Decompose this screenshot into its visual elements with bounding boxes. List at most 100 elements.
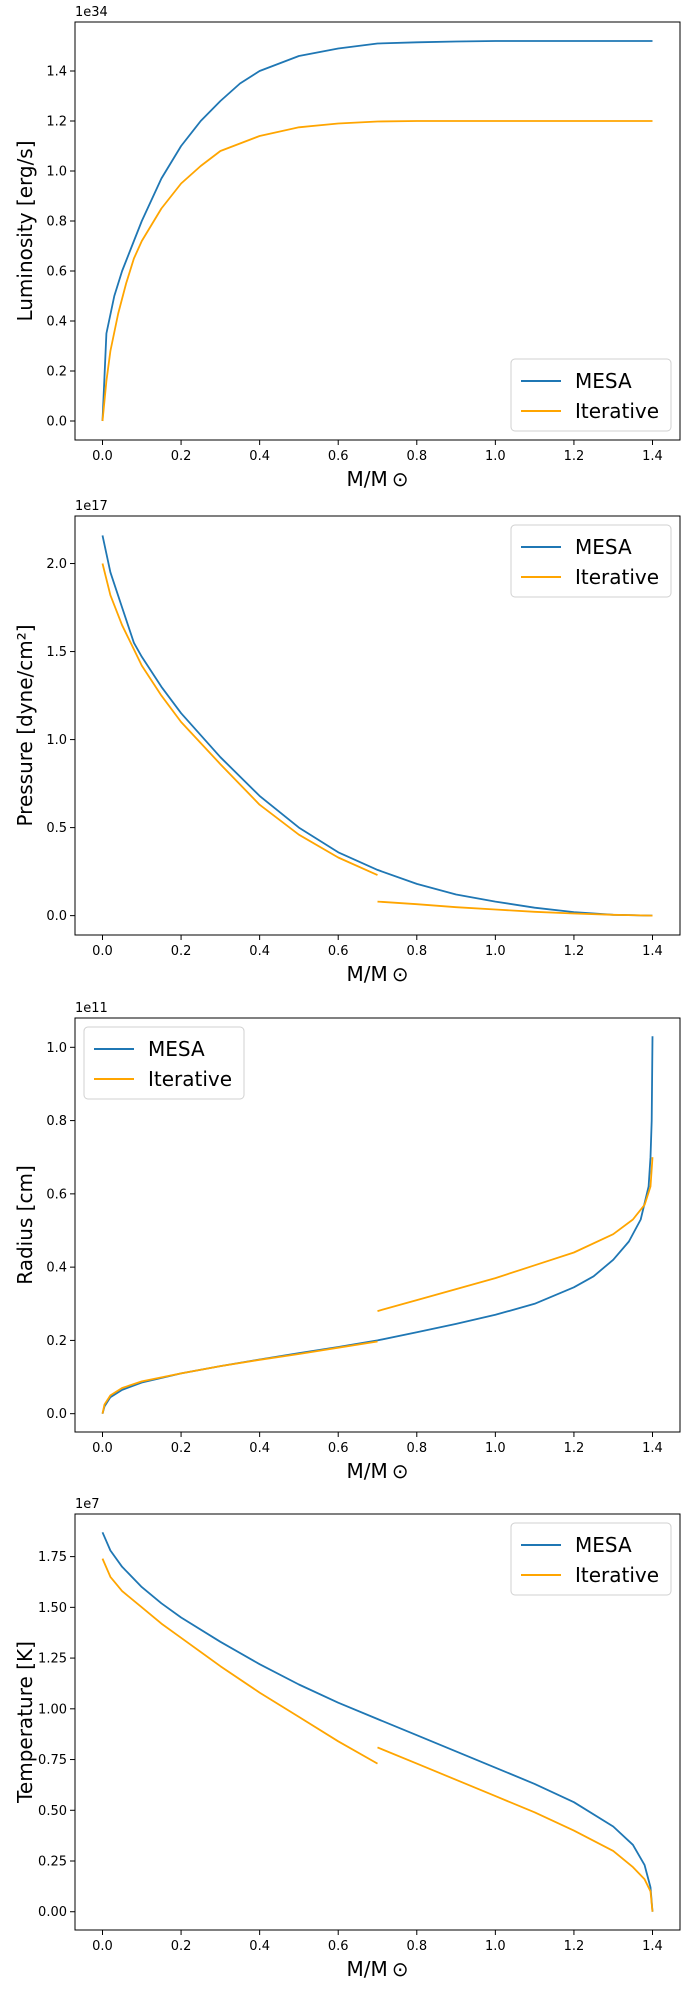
y-tick-label: 0.2 bbox=[46, 1334, 67, 1349]
y-tick-label: 0.0 bbox=[46, 415, 67, 430]
x-axis-label: M/M ⊙ bbox=[346, 962, 408, 986]
x-tick-label: 1.0 bbox=[485, 1939, 506, 1954]
y-tick-label: 0.4 bbox=[46, 315, 67, 330]
series-line-iterative bbox=[377, 900, 653, 917]
y-offset-label: 1e7 bbox=[75, 1497, 100, 1512]
x-tick-label: 0.2 bbox=[171, 1441, 192, 1456]
plot-frame bbox=[74, 21, 681, 441]
chart-panel: 0.0 0.2 0.4 0.6 0.8 1.0 1.2 1.4 0.0 0.2 0.4 0.6 0.8 1… bbox=[13, 1001, 681, 1483]
x-tick-label: 0.2 bbox=[171, 449, 192, 464]
x-tick-label: 1.0 bbox=[485, 944, 506, 959]
y-tick-label: 1.75 bbox=[38, 1550, 67, 1565]
y-tick-label: 1.25 bbox=[38, 1652, 67, 1667]
y-axis-label: Temperature [K] bbox=[13, 1641, 37, 1804]
legend-box bbox=[510, 1522, 672, 1596]
legend-label-iterative: Iterative bbox=[575, 399, 659, 423]
series-line-iterative bbox=[101, 1558, 378, 1765]
legend-label-mesa: MESA bbox=[575, 1533, 632, 1557]
x-axis-label: M/M ⊙ bbox=[346, 1459, 408, 1483]
y-tick-label: 1.0 bbox=[46, 165, 67, 180]
y-tick-label: 1.2 bbox=[46, 115, 67, 130]
y-tick-label: 0.50 bbox=[38, 1804, 67, 1819]
x-tick-label: 1.4 bbox=[642, 1939, 663, 1954]
series-line-iterative bbox=[101, 120, 653, 422]
x-axis-label: M/M ⊙ bbox=[346, 467, 408, 491]
x-tick-label: 0.6 bbox=[328, 1441, 349, 1456]
legend-box bbox=[83, 1026, 245, 1100]
x-tick-label: 0.8 bbox=[406, 1939, 427, 1954]
x-tick-label: 1.0 bbox=[485, 1441, 506, 1456]
x-tick-label: 1.2 bbox=[564, 1441, 585, 1456]
y-tick-label: 0.5 bbox=[46, 821, 67, 836]
legend-label-iterative: Iterative bbox=[575, 1563, 659, 1587]
y-tick-label: 1.0 bbox=[46, 1041, 67, 1056]
y-tick-label: 0.75 bbox=[38, 1753, 67, 1768]
y-axis-label: Pressure [dyne/cm²] bbox=[13, 624, 37, 826]
x-tick-label: 0.6 bbox=[328, 944, 349, 959]
x-tick-label: 0.2 bbox=[171, 1939, 192, 1954]
series-line-mesa bbox=[101, 40, 653, 422]
series-line-iterative bbox=[101, 1340, 378, 1414]
x-tick-label: 1.2 bbox=[564, 944, 585, 959]
x-tick-label: 0.8 bbox=[406, 1441, 427, 1456]
y-tick-label: 0.6 bbox=[46, 265, 67, 280]
x-tick-label: 1.4 bbox=[642, 1441, 663, 1456]
x-tick-label: 0.6 bbox=[328, 1939, 349, 1954]
legend-box bbox=[510, 358, 672, 432]
chart-panel: 0.0 0.2 0.4 0.6 0.8 1.0 1.2 1.4 0.0 0.5 1.0 1.5 2.0 1… bbox=[13, 499, 681, 986]
chart-panel: 0.0 0.2 0.4 0.6 0.8 1.0 1.2 1.4 0.00 0.25 0.50 0.75… bbox=[13, 1497, 681, 1981]
y-offset-label: 1e17 bbox=[75, 499, 108, 514]
x-axis-label: M/M ⊙ bbox=[346, 1957, 408, 1981]
y-tick-label: 0.0 bbox=[46, 909, 67, 924]
series-line-iterative bbox=[377, 1157, 654, 1312]
y-tick-label: 1.5 bbox=[46, 645, 67, 660]
x-tick-label: 0.4 bbox=[249, 1441, 270, 1456]
legend: MESA Iterative bbox=[510, 1522, 672, 1596]
y-axis-label: Luminosity [erg/s] bbox=[13, 140, 37, 321]
x-tick-label: 0.4 bbox=[249, 1939, 270, 1954]
x-tick-label: 1.4 bbox=[642, 944, 663, 959]
series-line-mesa bbox=[101, 535, 653, 917]
x-tick-label: 0.6 bbox=[328, 449, 349, 464]
x-tick-label: 0.8 bbox=[406, 449, 427, 464]
y-tick-label: 0.2 bbox=[46, 365, 67, 380]
legend: MESA Iterative bbox=[83, 1026, 245, 1100]
x-tick-label: 0.4 bbox=[249, 449, 270, 464]
y-tick-label: 0.00 bbox=[38, 1905, 67, 1920]
y-tick-label: 0.8 bbox=[46, 1114, 67, 1129]
x-tick-label: 0.8 bbox=[406, 944, 427, 959]
legend-label-iterative: Iterative bbox=[148, 1067, 232, 1091]
legend: MESA Iterative bbox=[510, 358, 672, 432]
series-line-mesa bbox=[101, 1531, 654, 1912]
y-tick-label: 1.0 bbox=[46, 733, 67, 748]
series-line-iterative bbox=[377, 1746, 654, 1912]
legend-label-mesa: MESA bbox=[148, 1037, 205, 1061]
plot-frame bbox=[74, 1017, 681, 1433]
y-tick-label: 0.0 bbox=[46, 1407, 67, 1422]
series-line-iterative bbox=[101, 563, 378, 876]
y-tick-label: 1.4 bbox=[46, 65, 67, 80]
legend: MESA Iterative bbox=[510, 524, 672, 598]
y-tick-label: 0.4 bbox=[46, 1261, 67, 1276]
x-tick-label: 1.4 bbox=[642, 449, 663, 464]
x-tick-label: 1.2 bbox=[564, 1939, 585, 1954]
x-tick-label: 0.0 bbox=[92, 449, 113, 464]
y-tick-label: 1.00 bbox=[38, 1702, 67, 1717]
legend-label-mesa: MESA bbox=[575, 369, 632, 393]
y-tick-label: 2.0 bbox=[46, 557, 67, 572]
y-axis-label: Radius [cm] bbox=[13, 1165, 37, 1285]
y-offset-label: 1e11 bbox=[75, 1001, 108, 1016]
legend-label-mesa: MESA bbox=[575, 535, 632, 559]
y-tick-label: 0.6 bbox=[46, 1187, 67, 1202]
plot-frame bbox=[74, 1513, 681, 1931]
plot-frame bbox=[74, 515, 681, 936]
x-tick-label: 0.4 bbox=[249, 944, 270, 959]
y-tick-label: 0.25 bbox=[38, 1855, 67, 1870]
x-tick-label: 1.0 bbox=[485, 449, 506, 464]
y-tick-label: 0.8 bbox=[46, 215, 67, 230]
x-tick-label: 0.0 bbox=[92, 1939, 113, 1954]
legend-label-iterative: Iterative bbox=[575, 565, 659, 589]
x-tick-label: 0.2 bbox=[171, 944, 192, 959]
